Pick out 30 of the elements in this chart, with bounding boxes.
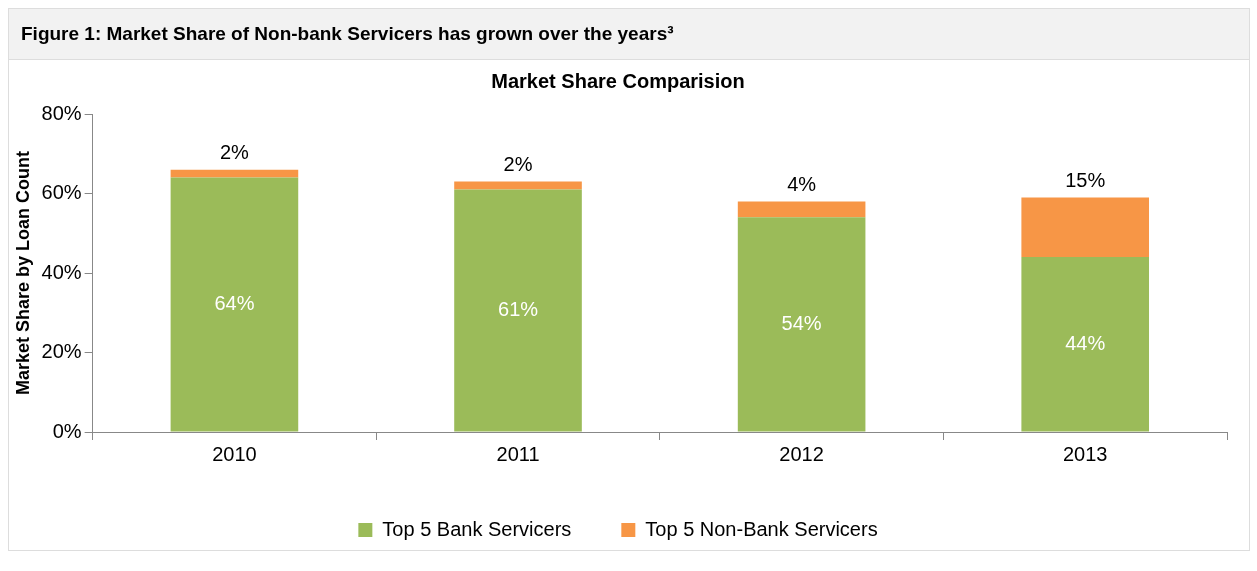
x-tick-label: 2010 [212,442,257,465]
y-tick-label: 0% [52,419,82,442]
bar [454,181,582,190]
legend-label: Top 5 Non-Bank Servicers [645,517,878,540]
x-tick-label: 2012 [779,442,824,465]
bar [170,169,299,178]
y-tick-label: 40% [41,260,82,283]
y-tick-label: 20% [41,340,82,363]
y-tick-label: 80% [41,101,82,124]
data-label: 44% [1065,331,1106,354]
bar [737,217,866,432]
chart-subtitle: Figure 1: Market Share of Non-bank Servicers has grown over the years³ [9,9,1249,60]
bar [1021,197,1150,258]
data-label: 4% [787,172,817,195]
data-label: 61% [498,298,539,321]
x-tick-label: 2013 [1062,442,1108,465]
y-tick-label: 60% [41,181,82,204]
bar [737,201,866,218]
data-label: 2% [503,153,533,176]
y-axis-title: Market Share by Loan Count [12,150,33,396]
data-label: 54% [781,311,822,334]
chart-title: Market Share Comparision [491,69,745,92]
x-tick-label: 2011 [496,442,540,465]
data-label: 2% [219,141,250,164]
legend-label: Top 5 Bank Servicers [382,517,572,540]
bar [170,177,299,432]
data-label: 15% [1065,168,1106,191]
bar [1021,257,1150,432]
bar [454,189,582,432]
data-label: 64% [214,292,255,315]
